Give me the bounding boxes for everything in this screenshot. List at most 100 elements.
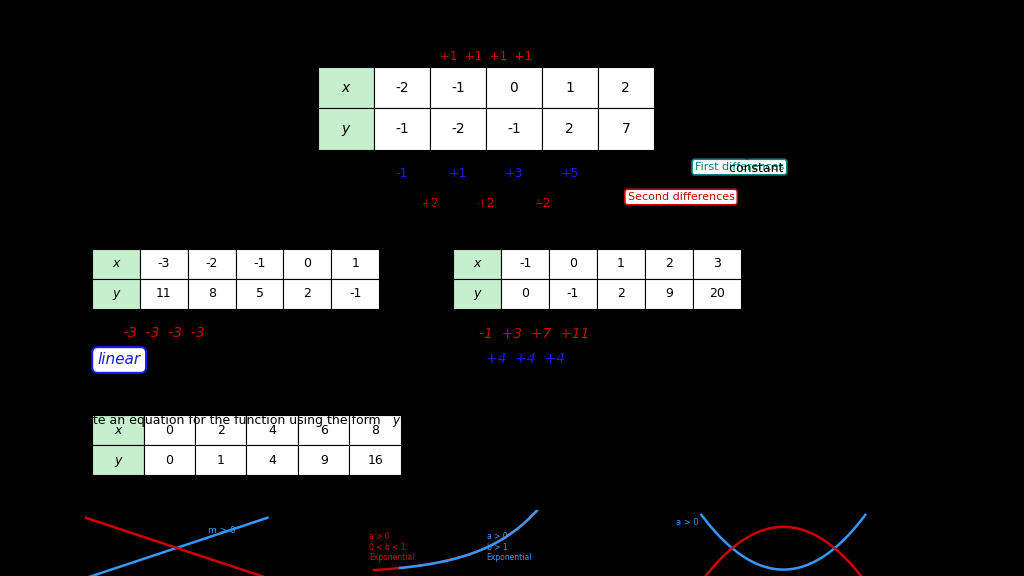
Text: 0: 0 — [509, 81, 518, 94]
Text: 1: 1 — [565, 81, 574, 94]
Text: y: y — [342, 122, 350, 136]
Text: y: y — [114, 454, 122, 467]
Text: 16: 16 — [368, 454, 383, 467]
Bar — [236, 279, 284, 309]
Bar — [542, 67, 598, 108]
Bar — [485, 67, 542, 108]
Text: a > 0: a > 0 — [676, 518, 698, 526]
Text: -2: -2 — [451, 122, 465, 136]
Text: 1: 1 — [351, 257, 359, 270]
Text: 2: 2 — [303, 287, 311, 300]
Bar — [92, 279, 140, 309]
Bar — [236, 249, 284, 279]
Text: Tell whether the table of values represents a linear, an exponential, or a quadr: Tell whether the table of values represe… — [74, 396, 689, 408]
Text: 4: 4 — [268, 454, 276, 467]
Text: 1: 1 — [616, 257, 625, 270]
Text: 2: 2 — [622, 81, 630, 94]
Text: 8: 8 — [208, 287, 216, 300]
Text: 4: 4 — [268, 424, 276, 437]
Text: x: x — [114, 424, 122, 437]
Text: quadratic: quadratic — [553, 220, 612, 233]
Text: 7: 7 — [622, 122, 630, 136]
Bar — [597, 249, 645, 279]
Bar — [284, 279, 332, 309]
Text: 0: 0 — [165, 454, 173, 467]
Bar — [349, 445, 401, 475]
Text: a > 0
b > 1:
Exponential: a > 0 b > 1: Exponential — [486, 532, 532, 562]
Text: 0: 0 — [569, 257, 577, 270]
Bar — [692, 279, 740, 309]
Bar — [485, 108, 542, 150]
Text: EXAMPLE 2:  identifying Functions Using Differences or Ratios: EXAMPLE 2: identifying Functions Using D… — [74, 198, 542, 211]
Text: a): a) — [74, 239, 87, 252]
Text: 3: 3 — [713, 257, 721, 270]
Text: -1: -1 — [253, 257, 266, 270]
Text: , an: , an — [416, 220, 443, 233]
Bar — [598, 67, 653, 108]
Text: 20: 20 — [709, 287, 725, 300]
Text: ↑y: ↑y — [167, 505, 182, 515]
Bar — [549, 279, 597, 309]
Text: -1: -1 — [519, 257, 531, 270]
Bar — [332, 249, 379, 279]
Text: -3: -3 — [158, 257, 170, 270]
Bar — [140, 279, 187, 309]
Text: +3: +3 — [505, 168, 523, 180]
Text: 11: 11 — [156, 287, 172, 300]
Bar — [187, 279, 236, 309]
Bar — [501, 279, 549, 309]
Text: Tell whether the table of values represents a: Tell whether the table of values represe… — [74, 220, 357, 233]
Text: Second differences: Second differences — [628, 192, 734, 202]
Text: 6: 6 — [319, 424, 328, 437]
Text: 2: 2 — [217, 424, 224, 437]
Text: -1: -1 — [451, 81, 465, 94]
Text: x: x — [473, 257, 481, 270]
Text: write an equation for the function using the form: write an equation for the function using… — [74, 414, 388, 427]
Text: EXAMPLE 3:  Identifying and Writing a Function: EXAMPLE 3: Identifying and Writing a Fun… — [74, 375, 430, 388]
Text: , or: , or — [497, 414, 525, 427]
Text: x: x — [113, 257, 120, 270]
Text: y = ax² + bx + c, a ≠ 0: y = ax² + bx + c, a ≠ 0 — [731, 513, 870, 525]
Text: -2: -2 — [206, 257, 218, 270]
Text: 8: 8 — [371, 424, 379, 437]
Text: -1: -1 — [395, 168, 408, 180]
Text: 0: 0 — [303, 257, 311, 270]
Text: x: x — [342, 81, 350, 94]
Text: 0: 0 — [521, 287, 529, 300]
Bar — [317, 67, 374, 108]
Text: b): b) — [439, 239, 453, 252]
Text: -1: -1 — [566, 287, 580, 300]
Bar — [298, 415, 349, 445]
Text: Quadratic Function: Quadratic Function — [729, 495, 872, 507]
Text: 1: 1 — [217, 454, 224, 467]
Text: linear: linear — [378, 220, 414, 233]
Bar — [374, 67, 430, 108]
Bar — [454, 249, 501, 279]
Text: .: . — [561, 414, 565, 427]
Bar — [542, 108, 598, 150]
Bar — [284, 249, 332, 279]
Text: function.: function. — [605, 220, 660, 233]
Bar — [92, 249, 140, 279]
Text: +2: +2 — [532, 197, 551, 210]
Text: , or a: , or a — [516, 220, 552, 233]
Bar — [430, 67, 485, 108]
Text: +2: +2 — [421, 197, 439, 210]
Bar — [645, 279, 692, 309]
Text: -1: -1 — [507, 122, 520, 136]
Text: linear: linear — [97, 353, 140, 367]
Text: y = abˣ: y = abˣ — [460, 414, 504, 427]
Text: 2: 2 — [665, 257, 673, 270]
Bar — [140, 249, 187, 279]
Text: y = ax²: y = ax² — [525, 414, 569, 427]
Text: y: y — [473, 287, 481, 300]
Text: +4  +4  +4: +4 +4 +4 — [486, 353, 565, 366]
Text: ↑y: ↑y — [773, 506, 788, 516]
Text: ,: , — [449, 414, 461, 427]
Text: +5: +5 — [560, 168, 580, 180]
Text: -3  -3  -3  -3: -3 -3 -3 -3 — [124, 326, 205, 340]
Bar — [454, 279, 501, 309]
Text: y = mx + b: y = mx + b — [393, 414, 461, 427]
Bar — [501, 249, 549, 279]
Text: y = abˣ, a ≠ 0, b ≠ 1, and b > 0: y = abˣ, a ≠ 0, b ≠ 1, and b > 0 — [417, 513, 607, 525]
